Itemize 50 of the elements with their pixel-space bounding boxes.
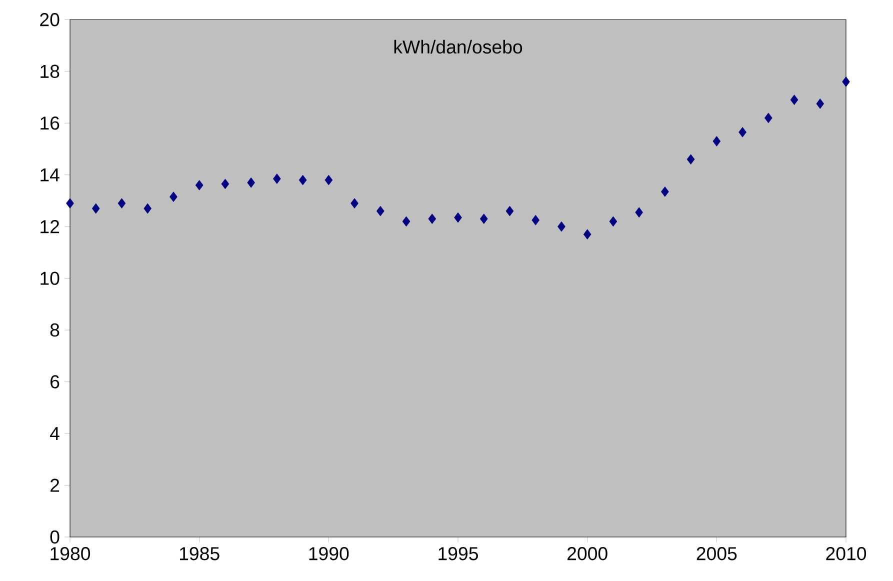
x-tick-label: 1990 [309, 547, 349, 560]
point [92, 203, 100, 214]
text: kWh/dan/osebo [394, 40, 522, 54]
point [583, 229, 592, 240]
point [712, 136, 721, 146]
point [532, 215, 540, 226]
x-tick-label: 1985 [180, 547, 220, 560]
point [376, 206, 384, 216]
y-tick-label: 6 [50, 375, 60, 388]
point [273, 174, 281, 184]
point [195, 180, 204, 190]
point [144, 203, 152, 214]
point [428, 214, 436, 224]
x-tick-label: 1995 [438, 547, 478, 560]
point [738, 127, 746, 138]
point [221, 178, 230, 189]
point [558, 222, 566, 232]
point [842, 76, 850, 87]
y-tick-label: 0 [50, 530, 60, 544]
point [298, 174, 307, 186]
y-tick-label: 4 [50, 427, 60, 440]
y-tick-label: 20 [40, 13, 60, 26]
point [635, 207, 643, 218]
point [764, 112, 772, 124]
point [324, 174, 333, 186]
x-tick-label: 2000 [568, 547, 608, 560]
point [686, 154, 695, 164]
x-tick-label: 1980 [50, 547, 90, 560]
y-tick-label: 18 [40, 64, 60, 78]
y-tick-label: 12 [40, 220, 60, 234]
point [790, 94, 798, 105]
y-tick-label: 14 [40, 168, 60, 182]
y-tick-label: 10 [40, 272, 60, 285]
y-tick-label: 8 [50, 323, 60, 337]
point [402, 216, 410, 226]
point [816, 98, 824, 109]
y-tick-label: 2 [50, 478, 60, 492]
point [247, 178, 255, 188]
point [118, 198, 126, 208]
point [661, 186, 669, 197]
point [454, 212, 462, 223]
point [506, 206, 514, 216]
x-tick-label: 2010 [826, 547, 866, 560]
point [609, 216, 618, 226]
point [66, 198, 74, 208]
point [170, 192, 178, 202]
point [350, 198, 358, 208]
x-tick-label: 2005 [696, 547, 737, 560]
y-tick-label: 16 [40, 116, 60, 130]
point [480, 214, 488, 224]
